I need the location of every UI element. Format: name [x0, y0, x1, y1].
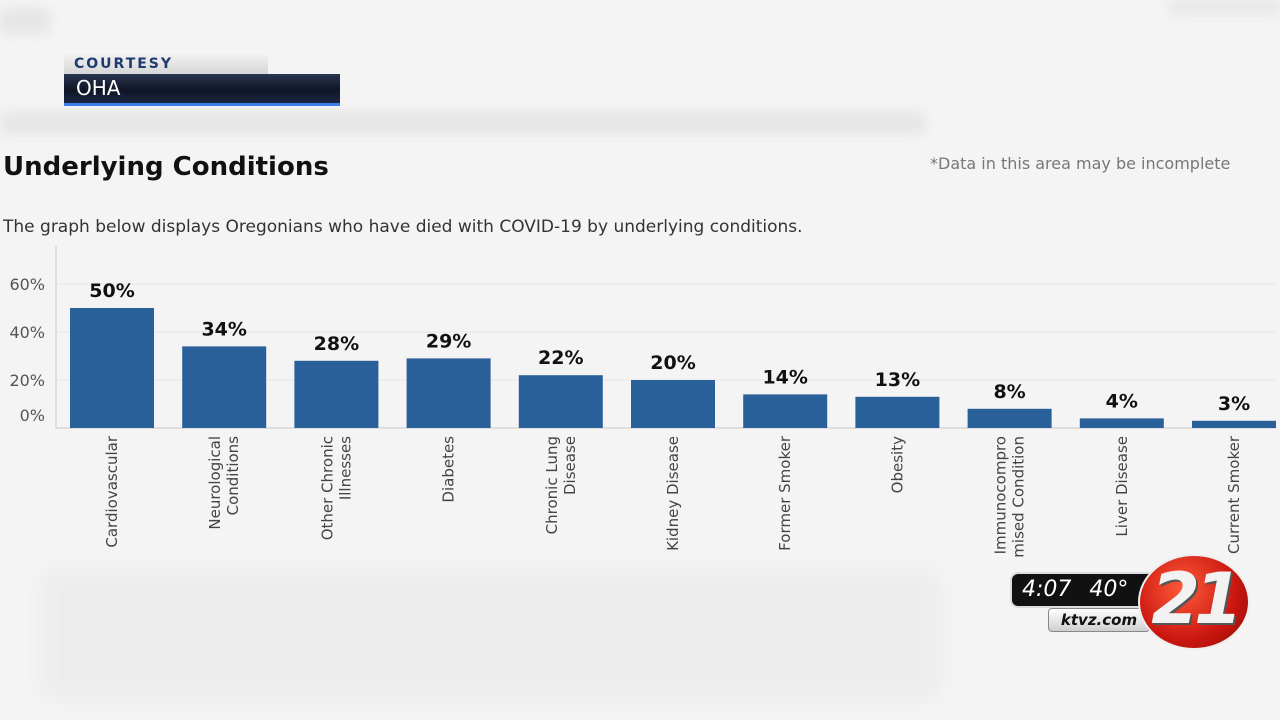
data-label: 4% — [1106, 390, 1138, 412]
clock-time: 4:07 — [1022, 577, 1072, 602]
x-tick-label-line: Neurological — [206, 436, 224, 530]
data-label: 34% — [201, 318, 246, 340]
blurred-text — [0, 112, 925, 134]
x-tick-label: Other Chronic Illnesses — [318, 436, 354, 540]
x-tick-label-line: Other Chronic — [318, 436, 336, 540]
bar — [1079, 418, 1164, 428]
courtesy-source: OHA — [64, 74, 340, 103]
bar — [743, 394, 828, 428]
data-label: 8% — [993, 381, 1025, 403]
bar — [182, 346, 267, 428]
x-tick-label-line: Disease — [561, 436, 579, 495]
x-tick-label: Liver Disease — [1113, 436, 1131, 537]
x-tick-label-line: Obesity — [888, 436, 906, 493]
courtesy-label: COURTESY — [64, 54, 268, 74]
blurred-area — [40, 570, 940, 700]
bar — [518, 375, 603, 428]
x-tick-label: Immunocompro mised Condition — [992, 436, 1028, 558]
x-tick-label: Kidney Disease — [664, 436, 682, 551]
x-tick-label-line: Chronic Lung — [543, 436, 561, 534]
bar — [967, 408, 1052, 428]
data-label: 29% — [426, 330, 471, 352]
channel-logo: 21 — [1138, 554, 1250, 650]
time-temp-box: 4:07 40° — [1010, 572, 1160, 608]
data-label: 22% — [538, 347, 583, 369]
bar — [70, 308, 154, 428]
x-tick-label: Cardiovascular — [103, 435, 121, 547]
x-tick-label-line: Diabetes — [440, 436, 458, 503]
chart-description: The graph below displays Oregonians who … — [3, 217, 803, 237]
data-label: 50% — [89, 280, 134, 302]
bar — [294, 360, 379, 428]
station-bug: 4:07 40° ktvz.com 21 — [1010, 554, 1260, 650]
y-tick-label: 0% — [20, 406, 45, 425]
channel-number: 21 — [1151, 558, 1242, 640]
x-tick-label-line: Illnesses — [336, 436, 354, 500]
y-tick-label: 60% — [9, 275, 45, 294]
x-tick-label-line: mised Condition — [1010, 436, 1028, 558]
bar — [406, 358, 491, 428]
x-tick-label: Former Smoker — [776, 435, 794, 551]
data-label: 13% — [875, 369, 920, 391]
x-tick-label: Chronic Lung Disease — [543, 436, 579, 534]
x-tick-label-line: Current Smoker — [1225, 435, 1243, 554]
bar — [631, 380, 715, 428]
x-tick-label-line: Immunocompro — [992, 436, 1010, 554]
y-tick-label: 40% — [9, 323, 45, 342]
x-tick-label-line: Kidney Disease — [664, 436, 682, 551]
x-tick-label-line: Cardiovascular — [103, 435, 121, 547]
data-label: 3% — [1218, 393, 1250, 415]
data-label: 28% — [314, 333, 359, 355]
disclaimer-note: *Data in this area may be incomplete — [930, 154, 1231, 173]
x-tick-label: Diabetes — [440, 436, 458, 503]
blurred-text — [1170, 0, 1280, 14]
x-tick-label-line: Conditions — [224, 436, 242, 516]
x-tick-label: Neurological Conditions — [206, 436, 242, 530]
bar — [1192, 420, 1276, 428]
station-website: ktvz.com — [1048, 608, 1150, 632]
data-label: 14% — [762, 366, 807, 388]
temperature: 40° — [1089, 577, 1129, 602]
x-tick-label: Obesity — [888, 436, 906, 493]
page-title: Underlying Conditions — [3, 152, 329, 182]
x-tick-label: Current Smoker — [1225, 435, 1243, 554]
blurred-text — [0, 8, 50, 34]
x-tick-label-line: Former Smoker — [776, 435, 794, 551]
y-tick-label: 20% — [9, 371, 45, 390]
logo-disk — [1138, 554, 1250, 650]
x-tick-label-line: Liver Disease — [1113, 436, 1131, 537]
data-label: 20% — [650, 352, 695, 374]
bar — [855, 396, 940, 428]
